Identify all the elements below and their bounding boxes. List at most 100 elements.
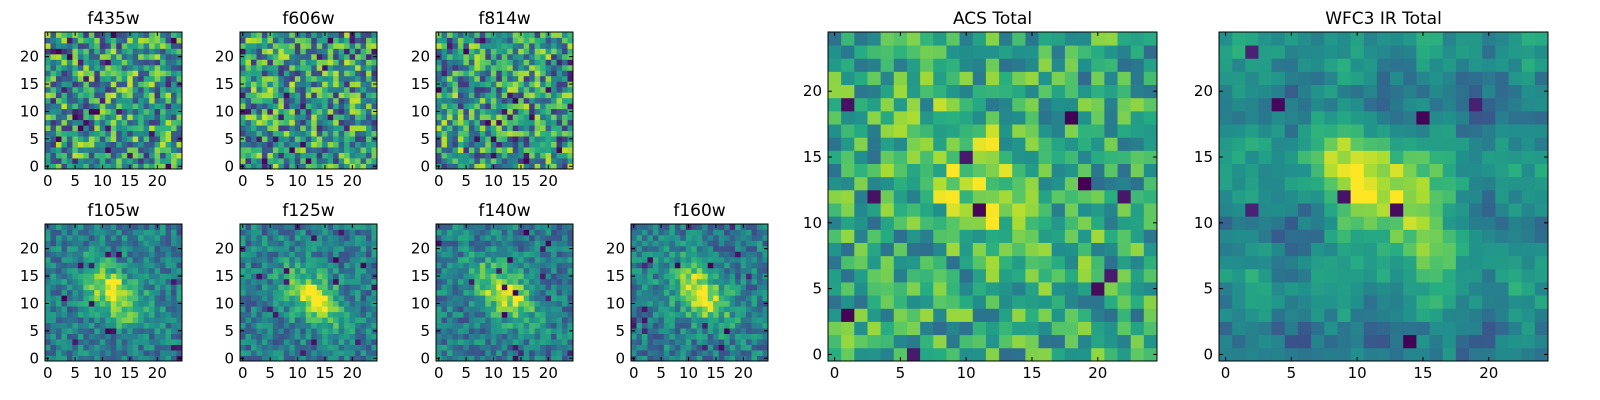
heatmap-cell: [349, 86, 356, 93]
heatmap-cell: [854, 176, 868, 191]
heatmap-cell: [702, 333, 709, 340]
heatmap-cell: [127, 328, 134, 334]
heatmap-cell: [294, 86, 301, 93]
heatmap-cell: [746, 245, 752, 252]
heatmap-cell: [88, 81, 95, 88]
heatmap-cell: [278, 234, 285, 241]
heatmap-cell: [83, 322, 90, 329]
heatmap-cell: [680, 339, 687, 345]
heatmap-cell: [501, 240, 508, 247]
heatmap-cell: [534, 37, 541, 44]
heatmap-cell: [160, 295, 166, 302]
heatmap-cell: [300, 53, 307, 60]
heatmap-cell: [110, 333, 117, 340]
heatmap-cell: [371, 284, 378, 291]
heatmap-cell: [300, 306, 307, 313]
heatmap-cell: [691, 306, 698, 313]
heatmap-cell: [1143, 295, 1158, 309]
heatmap-cell: [45, 97, 51, 104]
heatmap-cell: [160, 224, 166, 230]
heatmap-cell: [349, 251, 356, 258]
heatmap-cell: [61, 152, 68, 159]
heatmap-cell: [854, 268, 868, 283]
heatmap-cell: [121, 158, 128, 164]
heatmap-cell: [512, 267, 519, 274]
heatmap-cell: [457, 97, 464, 104]
heatmap-cell: [1078, 203, 1092, 217]
heatmap-cell: [636, 240, 643, 247]
heatmap-cell: [45, 234, 51, 241]
heatmap-cell: [278, 42, 285, 49]
heatmap-cell: [240, 48, 246, 55]
heatmap-cell: [567, 32, 574, 38]
heatmap-cell: [841, 163, 855, 178]
heatmap-cell: [496, 333, 503, 340]
heatmap-cell: [360, 229, 367, 236]
heatmap-cell: [45, 103, 51, 110]
heatmap-cell: [507, 70, 514, 77]
heatmap-cell: [501, 42, 508, 49]
heatmap-cell: [540, 224, 546, 230]
heatmap-cell: [261, 300, 268, 307]
heatmap-cell: [647, 344, 654, 351]
heatmap-cell: [61, 125, 68, 132]
heatmap-cell: [446, 141, 453, 148]
heatmap-cell: [289, 278, 296, 285]
heatmap-cell: [121, 119, 128, 126]
heatmap-cell: [366, 158, 372, 164]
heatmap-cell: [479, 262, 486, 269]
heatmap-cell: [165, 234, 172, 241]
heatmap-cell: [66, 59, 73, 66]
heatmap-cell: [338, 284, 345, 291]
heatmap-cell: [316, 278, 323, 285]
heatmap-cell: [105, 75, 112, 82]
heatmap-cell: [674, 328, 681, 334]
heatmap-cell: [272, 284, 279, 291]
heatmap-cell: [165, 284, 172, 291]
heatmap-cell: [50, 355, 57, 362]
heatmap-cell: [636, 322, 643, 329]
heatmap-cell: [272, 114, 279, 121]
heatmap-cell: [436, 306, 442, 313]
heatmap-cell: [468, 42, 475, 49]
heatmap-cell: [305, 59, 312, 66]
heatmap-cell: [551, 328, 557, 334]
heatmap-cell: [138, 284, 145, 291]
heatmap-cell: [322, 125, 329, 132]
heatmap-cell: [479, 322, 486, 329]
heatmap-cell: [518, 256, 525, 263]
heatmap-cell: [240, 289, 246, 296]
heatmap-cell: [463, 284, 470, 291]
heatmap-cell: [176, 158, 183, 164]
heatmap-cell: [355, 136, 361, 142]
heatmap-cell: [366, 322, 372, 329]
heatmap-cell: [893, 255, 908, 270]
heatmap-cell: [338, 240, 345, 247]
heatmap-cell: [355, 119, 361, 126]
heatmap-cell: [457, 300, 464, 307]
heatmap-cell: [452, 300, 459, 307]
heatmap-cell: [349, 92, 356, 99]
heatmap-cell: [66, 136, 73, 142]
heatmap-cell: [452, 289, 459, 296]
heatmap-cell: [496, 119, 503, 126]
heatmap-cell: [457, 240, 464, 247]
heatmap-cell: [138, 48, 145, 55]
heatmap-cell: [518, 267, 525, 274]
heatmap-cell: [267, 108, 274, 115]
y-tick-label: 5: [615, 322, 625, 340]
heatmap-cell: [349, 229, 356, 236]
heatmap-cell: [143, 158, 150, 164]
heatmap-cell: [127, 229, 134, 236]
heatmap-cell: [360, 103, 367, 110]
heatmap-cell: [479, 163, 486, 170]
heatmap-cell: [261, 245, 268, 252]
heatmap-cell: [636, 295, 643, 302]
heatmap-cell: [529, 240, 536, 247]
heatmap-cell: [1078, 229, 1092, 243]
heatmap-cell: [154, 289, 161, 296]
heatmap-cell: [490, 119, 497, 126]
heatmap-cell: [300, 245, 307, 252]
heatmap-cell: [1117, 282, 1132, 296]
heatmap-cell: [110, 92, 117, 99]
